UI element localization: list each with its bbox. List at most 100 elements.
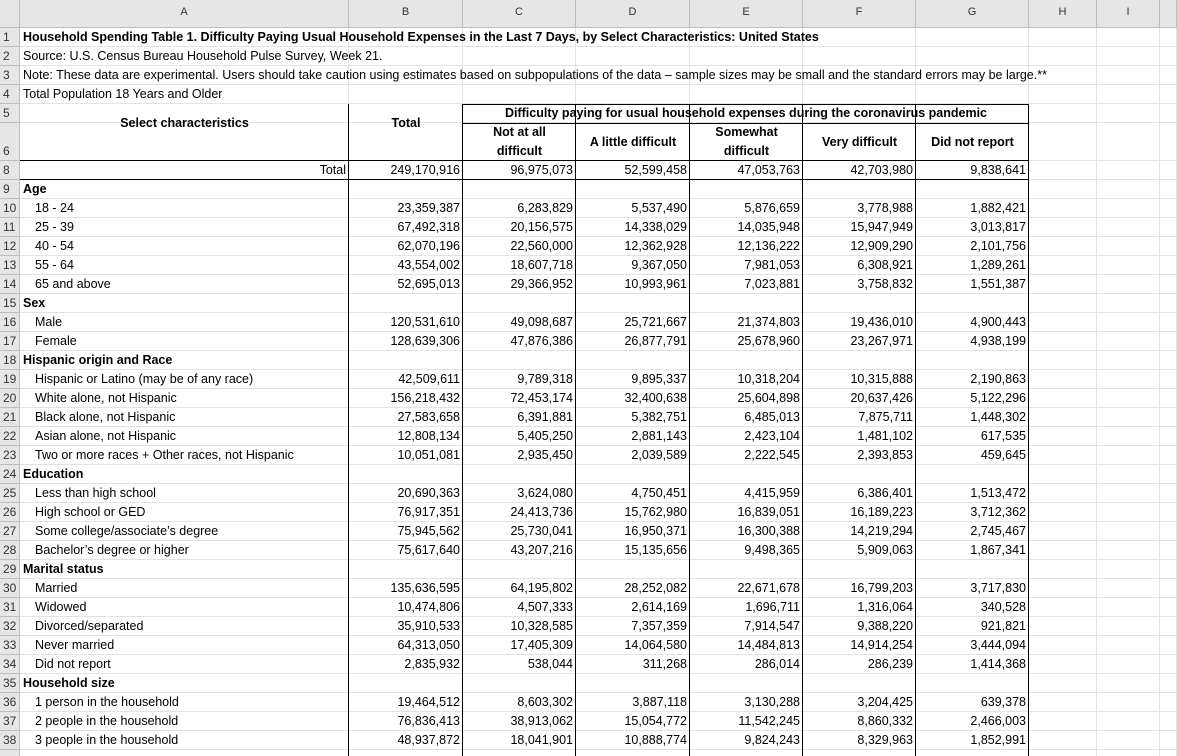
row-label: 18 - 24 (35, 201, 74, 215)
value-cell: 10,318,204 (737, 372, 800, 386)
value-cell: 24,413,736 (510, 505, 573, 519)
row-number: 10 (0, 199, 20, 218)
gridline (20, 673, 1177, 674)
value-cell: 42,703,980 (850, 163, 913, 177)
value-cell: 5,405,250 (517, 429, 573, 443)
header-cell: Somewhat difficult (715, 125, 778, 158)
value-cell: 29,366,952 (510, 277, 573, 291)
value-cell: 6,391,881 (517, 410, 573, 424)
row-label: Less than high school (35, 486, 156, 500)
row-number: 16 (0, 313, 20, 332)
value-cell: 14,219,294 (850, 524, 913, 538)
value-cell: 62,070,196 (397, 239, 460, 253)
value-cell: 76,836,413 (397, 714, 460, 728)
value-cell: 10,328,585 (510, 619, 573, 633)
gridline (20, 293, 1177, 294)
row-number: 13 (0, 256, 20, 275)
value-cell: 2,423,104 (744, 429, 800, 443)
gridline (20, 407, 1177, 408)
row-label: Male (35, 315, 63, 329)
value-cell: 1,316,064 (857, 600, 913, 614)
row-label: Married (35, 581, 78, 595)
value-cell: 9,388,220 (857, 619, 913, 633)
sheet-text: Note: These data are experimental. Users… (23, 68, 1047, 82)
border (1028, 104, 1029, 756)
row-number: 25 (0, 484, 20, 503)
value-cell: 5,382,751 (631, 410, 687, 424)
value-cell: 9,498,365 (744, 543, 800, 557)
value-cell: 43,207,216 (510, 543, 573, 557)
value-cell: 120,531,610 (390, 315, 460, 329)
header-cell: A little difficult (589, 134, 677, 149)
row-label: Bachelor’s degree or higher (35, 543, 189, 557)
row-number: 28 (0, 541, 20, 560)
value-cell: 8,603,302 (517, 695, 573, 709)
gridline (20, 521, 1177, 522)
header-cell: Difficulty paying for usual household ex… (504, 106, 988, 120)
gridline (20, 502, 1177, 503)
value-cell: 7,914,547 (744, 619, 800, 633)
value-cell: 3,712,362 (970, 505, 1026, 519)
value-cell: 4,750,451 (631, 486, 687, 500)
value-cell: 6,308,921 (857, 258, 913, 272)
row-number: 30 (0, 579, 20, 598)
value-cell: 15,947,949 (850, 220, 913, 234)
value-cell: 7,357,359 (631, 619, 687, 633)
value-cell: 6,283,829 (517, 201, 573, 215)
value-cell: 10,051,081 (397, 448, 460, 462)
row-label: White alone, not Hispanic (35, 391, 177, 405)
value-cell: 20,156,575 (510, 220, 573, 234)
value-cell: 9,367,050 (631, 258, 687, 272)
value-cell: 4,507,333 (517, 600, 573, 614)
value-cell: 3,778,988 (857, 201, 913, 215)
row-number: 29 (0, 560, 20, 579)
value-cell: 9,895,337 (631, 372, 687, 386)
value-cell: 286,239 (867, 657, 913, 671)
value-cell: 3,130,288 (744, 695, 800, 709)
gridline (1096, 28, 1097, 756)
value-cell: 43,554,002 (397, 258, 460, 272)
section-label: Sex (23, 296, 46, 310)
value-cell: 9,838,641 (970, 163, 1026, 177)
row-label: Two or more races + Other races, not His… (35, 448, 294, 462)
row-number: 36 (0, 693, 20, 712)
gridline (20, 331, 1177, 332)
value-cell: 10,993,961 (624, 277, 687, 291)
value-cell: 2,745,467 (970, 524, 1026, 538)
value-cell: 1,551,387 (970, 277, 1026, 291)
gridline (20, 445, 1177, 446)
row-label: 3 people in the household (35, 733, 179, 747)
value-cell: 6,386,401 (857, 486, 913, 500)
sheet-text: Total Population 18 Years and Older (23, 87, 223, 101)
value-cell: 286,014 (754, 657, 800, 671)
value-cell: 2,881,143 (631, 429, 687, 443)
value-cell: 75,617,640 (397, 543, 460, 557)
value-cell: 15,762,980 (624, 505, 687, 519)
value-cell: 75,945,562 (397, 524, 460, 538)
header-cell: Not at all difficult (493, 125, 546, 158)
header-cell: Very difficult (821, 134, 898, 149)
row-label: 1 person in the household (35, 695, 179, 709)
value-cell: 14,914,254 (850, 638, 913, 652)
value-cell: 2,101,756 (970, 239, 1026, 253)
gridline (20, 749, 1177, 750)
value-cell: 35,910,533 (397, 619, 460, 633)
value-cell: 1,448,302 (970, 410, 1026, 424)
gridline (20, 198, 1177, 199)
sheet-text: Source: U.S. Census Bureau Household Pul… (23, 49, 383, 63)
value-cell: 2,222,545 (744, 448, 800, 462)
value-cell: 18,607,718 (510, 258, 573, 272)
row-label: Female (35, 334, 77, 348)
value-cell: 72,453,174 (510, 391, 573, 405)
row-number: 1 (0, 28, 20, 47)
row-number: 20 (0, 389, 20, 408)
column-header: C (463, 0, 576, 28)
value-cell: 5,537,490 (631, 201, 687, 215)
row-number: 19 (0, 370, 20, 389)
column-header: E (690, 0, 803, 28)
value-cell: 538,044 (527, 657, 573, 671)
row-number: 11 (0, 218, 20, 237)
value-cell: 1,867,341 (970, 543, 1026, 557)
value-cell: 4,900,443 (970, 315, 1026, 329)
value-cell: 12,136,222 (737, 239, 800, 253)
